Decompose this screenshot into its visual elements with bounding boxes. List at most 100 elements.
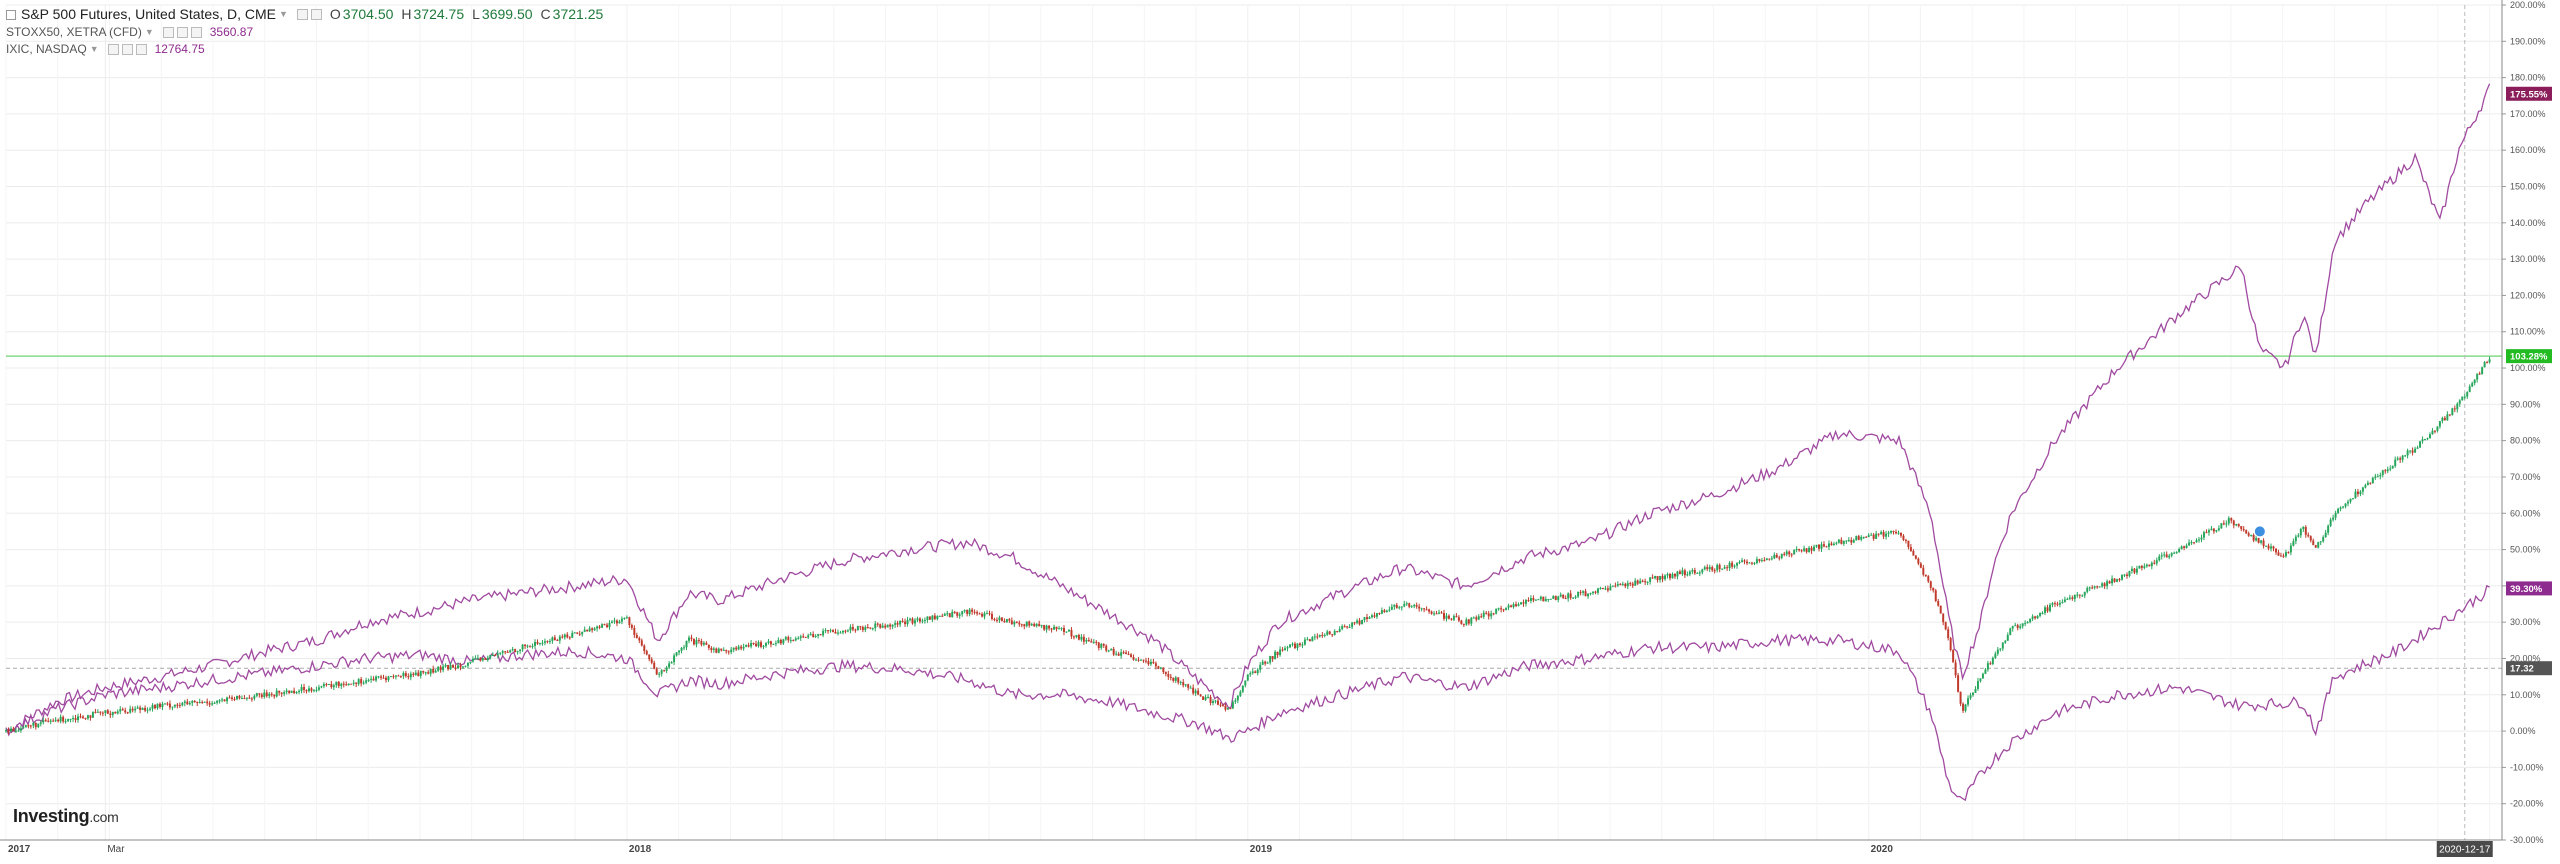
candle-body (1793, 549, 1796, 555)
settings-icon[interactable] (176, 27, 188, 38)
candle-body (186, 701, 189, 705)
candle-body (1323, 634, 1326, 636)
candle-body (1989, 663, 1992, 665)
candle-body (1095, 641, 1098, 643)
candle-body (983, 613, 986, 617)
candle-body (1534, 599, 1537, 601)
candle-body (2289, 545, 2292, 553)
candle-body (1361, 620, 1364, 625)
candle-body (1130, 654, 1133, 658)
last-value-box (2506, 581, 2552, 596)
candle-body (1907, 540, 1910, 548)
candle-body (1266, 662, 1269, 664)
candle-body (1291, 643, 1294, 645)
candle-body (2073, 594, 2076, 599)
candle-body (1460, 620, 1463, 624)
candle-body (484, 658, 487, 660)
candle-body (111, 711, 114, 716)
crosshair-date-box (2436, 841, 2493, 857)
candle-body (936, 616, 939, 620)
candle-body (752, 643, 755, 645)
candle-body (1706, 567, 1709, 570)
candle-body (2051, 603, 2054, 605)
candle-body (2165, 554, 2168, 558)
candle-body (1681, 570, 1684, 575)
candle-body (1065, 631, 1068, 633)
candle-body (96, 711, 99, 713)
settings-icon[interactable] (310, 9, 322, 20)
candle-body (2178, 548, 2181, 553)
candle-body (1373, 615, 1376, 617)
series-value-ixic: 12764.75 (154, 42, 205, 56)
candle-body (1127, 654, 1130, 656)
candle-body (687, 637, 690, 641)
candle-body (1154, 663, 1157, 667)
candle-body (1651, 577, 1654, 579)
candle-body (511, 649, 514, 651)
candle-body (2039, 613, 2042, 616)
candle-body (382, 677, 385, 679)
candlestick-series (5, 356, 2491, 735)
candle-body (1877, 533, 1880, 535)
chevron-down-icon[interactable]: ▼ (278, 9, 288, 19)
candle-body (735, 647, 738, 650)
candle-body (1929, 581, 1932, 588)
candle-body (769, 641, 772, 645)
candle-body (1611, 585, 1614, 587)
candle-body (303, 687, 306, 690)
collapse-icon[interactable] (6, 9, 16, 20)
candle-body (1691, 570, 1694, 572)
last-value-box (2506, 349, 2552, 364)
candle-body (1363, 617, 1366, 621)
candle-body (2001, 642, 2004, 649)
candle-body (54, 719, 57, 721)
candle-body (2436, 426, 2439, 431)
candle-body (1942, 613, 1945, 623)
close-icon[interactable] (190, 27, 202, 38)
candle-body (2121, 574, 2124, 580)
candle-body (519, 649, 522, 652)
y-tick-label: 100.00% (2510, 363, 2546, 373)
eye-icon[interactable] (296, 9, 308, 20)
candle-body (2232, 520, 2235, 526)
eye-icon[interactable] (162, 27, 174, 38)
candle-body (2098, 586, 2101, 588)
candle-body (1197, 690, 1200, 695)
candle-body (2304, 526, 2307, 535)
candle-body (91, 711, 94, 718)
candle-body (1865, 536, 1868, 538)
last-value-label: 175.55% (2510, 89, 2548, 100)
chevron-down-icon[interactable]: ▼ (144, 27, 154, 37)
candle-body (1827, 543, 1830, 547)
candle-body (896, 623, 899, 625)
candle-body (1348, 626, 1351, 628)
candle-body (1522, 602, 1525, 604)
candle-body (767, 641, 770, 643)
settings-icon[interactable] (121, 44, 133, 55)
candle-body (223, 699, 226, 702)
candle-body (437, 666, 440, 671)
candle-body (1937, 600, 1940, 606)
candle-body (1467, 619, 1470, 624)
candle-body (1135, 659, 1138, 661)
candle-body (1885, 533, 1888, 537)
candle-body (1892, 530, 1895, 533)
crosshair-date-label: 2020-12-17 (2439, 845, 2491, 856)
candle-body (44, 720, 47, 722)
candle-body (298, 690, 301, 693)
candle-body (1149, 661, 1152, 665)
close-value: 3721.25 (552, 6, 604, 22)
close-icon[interactable] (135, 44, 147, 55)
candle-body (1333, 630, 1336, 635)
candle-body (1495, 608, 1498, 614)
candle-body (139, 707, 142, 710)
candle-body (1353, 622, 1356, 624)
candle-body (1221, 705, 1224, 707)
eye-icon[interactable] (107, 44, 119, 55)
chevron-down-icon[interactable]: ▼ (89, 44, 99, 54)
candle-body (2277, 552, 2280, 556)
candle-body (640, 640, 643, 646)
candle-body (491, 654, 494, 656)
